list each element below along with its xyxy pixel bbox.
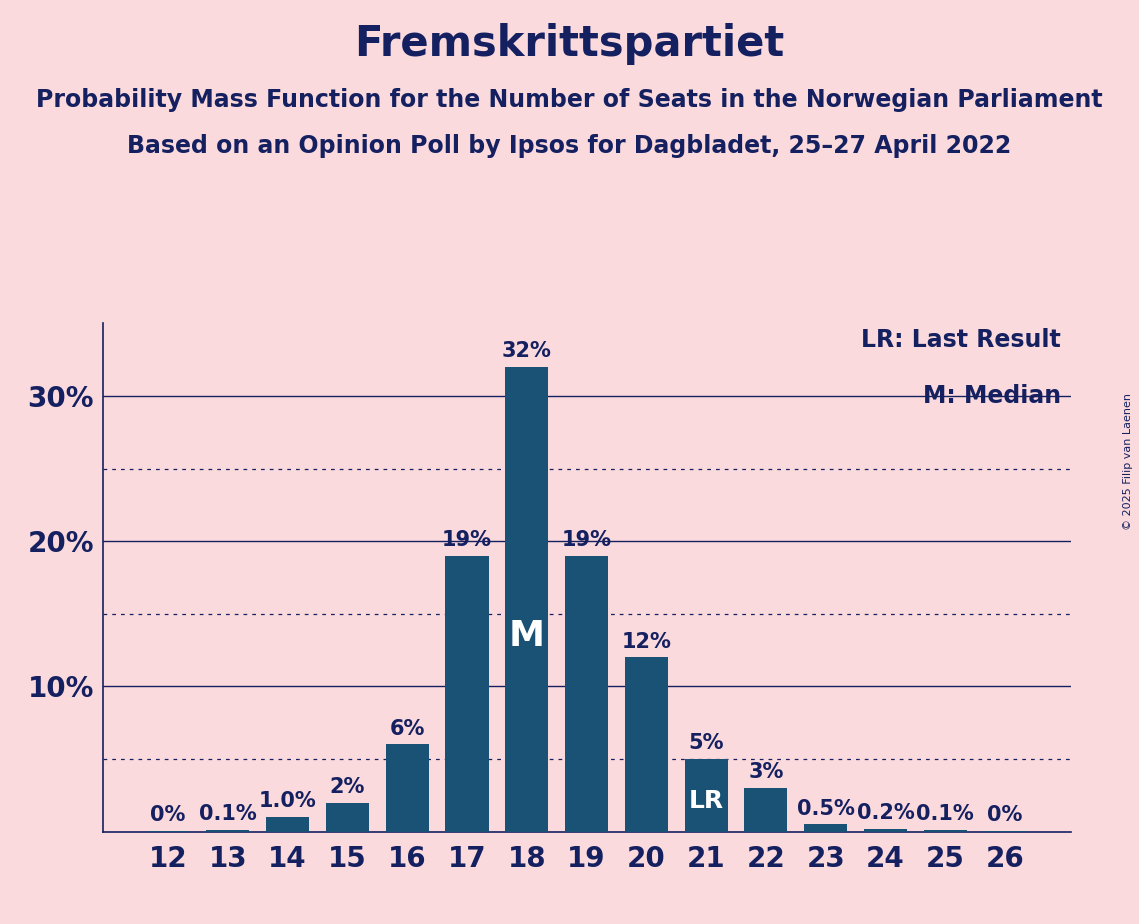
Text: 2%: 2% xyxy=(329,777,366,796)
Text: LR: LR xyxy=(689,789,723,813)
Bar xyxy=(865,829,907,832)
Text: 0%: 0% xyxy=(150,805,186,825)
Text: 3%: 3% xyxy=(748,762,784,783)
Text: 0.1%: 0.1% xyxy=(199,804,256,824)
Text: 0%: 0% xyxy=(988,805,1023,825)
Bar xyxy=(326,803,369,832)
Bar xyxy=(685,759,728,832)
Bar xyxy=(206,830,249,832)
Text: 19%: 19% xyxy=(442,529,492,550)
Text: 0.5%: 0.5% xyxy=(797,798,854,819)
Text: LR: Last Result: LR: Last Result xyxy=(861,328,1060,352)
Bar xyxy=(506,367,548,832)
Text: M: Median: M: Median xyxy=(923,384,1060,408)
Text: 6%: 6% xyxy=(390,719,425,738)
Text: © 2025 Filip van Laenen: © 2025 Filip van Laenen xyxy=(1123,394,1133,530)
Bar xyxy=(745,788,787,832)
Text: 19%: 19% xyxy=(562,529,612,550)
Bar xyxy=(804,824,847,832)
Bar xyxy=(445,555,489,832)
Bar xyxy=(267,817,309,832)
Bar xyxy=(386,745,428,832)
Bar xyxy=(565,555,608,832)
Text: 32%: 32% xyxy=(502,341,551,361)
Text: 12%: 12% xyxy=(622,631,671,651)
Text: Fremskrittspartiet: Fremskrittspartiet xyxy=(354,23,785,65)
Bar xyxy=(625,657,667,832)
Text: 0.2%: 0.2% xyxy=(857,803,915,823)
Text: 5%: 5% xyxy=(688,733,724,753)
Bar xyxy=(924,830,967,832)
Text: M: M xyxy=(509,619,544,653)
Text: 0.1%: 0.1% xyxy=(917,804,974,824)
Text: 1.0%: 1.0% xyxy=(259,791,317,811)
Text: Based on an Opinion Poll by Ipsos for Dagbladet, 25–27 April 2022: Based on an Opinion Poll by Ipsos for Da… xyxy=(128,134,1011,158)
Text: Probability Mass Function for the Number of Seats in the Norwegian Parliament: Probability Mass Function for the Number… xyxy=(36,88,1103,112)
